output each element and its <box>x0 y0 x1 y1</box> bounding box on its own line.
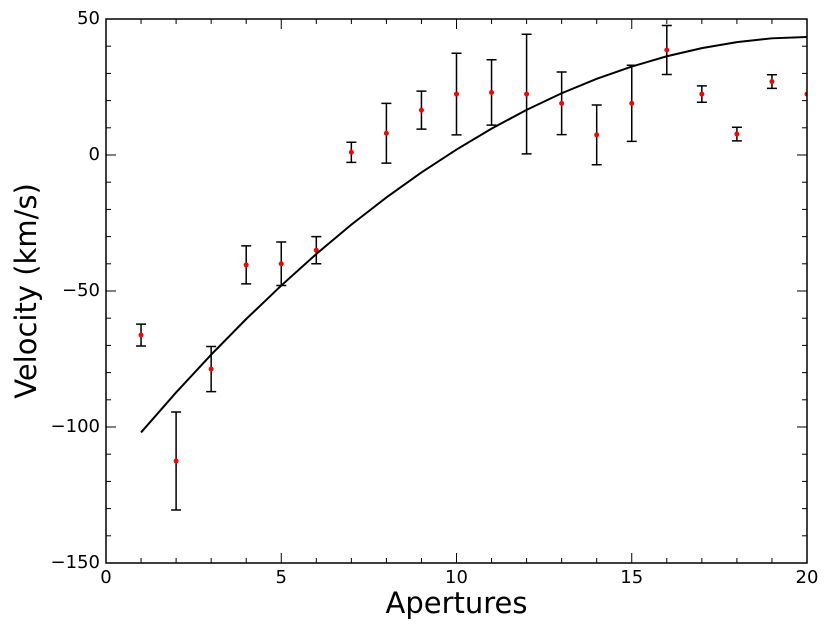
x-axis-label: Apertures <box>386 586 528 620</box>
data-point <box>454 91 459 97</box>
x-tick-label: 5 <box>276 567 287 588</box>
data-point <box>489 89 495 95</box>
data-point <box>348 149 354 155</box>
data-point <box>734 131 740 137</box>
y-axis-label: Velocity (km/s) <box>9 183 43 399</box>
data-point <box>594 132 600 138</box>
data-point <box>243 262 249 268</box>
x-tick-label: 20 <box>796 567 819 588</box>
x-tick-label: 10 <box>445 567 468 588</box>
data-point <box>699 91 705 97</box>
x-tick-label: 0 <box>100 567 111 588</box>
data-point <box>313 247 319 253</box>
y-tick-label: 0 <box>89 144 100 165</box>
data-point <box>769 79 775 85</box>
y-tick-label: −100 <box>51 416 100 437</box>
fit-line <box>140 35 807 434</box>
data-point <box>559 100 565 106</box>
data-point <box>418 107 424 113</box>
data-point <box>383 130 389 136</box>
data-point <box>664 47 670 53</box>
y-tick-label: −150 <box>51 552 100 573</box>
data-point <box>524 91 530 97</box>
data-point <box>629 100 635 106</box>
y-tick-label: −50 <box>62 280 100 301</box>
data-point <box>208 366 214 372</box>
data-point <box>138 332 144 338</box>
plot-area <box>136 24 807 511</box>
y-tick-label: 50 <box>77 8 100 29</box>
data-point <box>278 261 284 267</box>
data-point <box>173 458 179 464</box>
x-tick-label: 15 <box>620 567 643 588</box>
